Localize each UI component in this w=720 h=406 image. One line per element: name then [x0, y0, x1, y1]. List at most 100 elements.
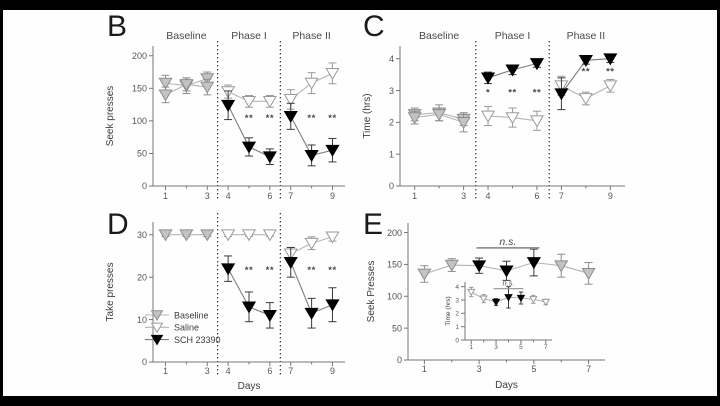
series-sch: [480, 58, 545, 85]
svg-text:2: 2: [389, 118, 394, 128]
panel-c-chart: Baseline Phase I Phase II 0 1 2 3 4 1 3 4 6 7 9 Time (…: [362, 30, 625, 201]
chart-group: 0 10 20 30 1 3 4 6 7 9 Take presses Days ** ** ** ** Bas…: [105, 213, 345, 392]
svg-text:9: 9: [330, 366, 335, 376]
svg-text:4: 4: [226, 366, 231, 376]
svg-text:20: 20: [137, 272, 147, 282]
svg-text:6: 6: [267, 366, 272, 376]
chart-group: Baseline Phase I Phase II 0 1 2 3 4 1 3 4 6 7 9 Time (…: [362, 30, 625, 201]
panel-b-chart: Baseline Phase I Phase II 0 50 100 150 200 1 3 4 6 7…: [105, 30, 345, 201]
significance-marker: **: [582, 67, 590, 78]
ns-label: n.s.: [499, 236, 516, 248]
series-saline: [221, 229, 277, 242]
svg-text:200: 200: [387, 228, 402, 238]
svg-text:3: 3: [205, 366, 210, 376]
significance-marker: **: [307, 265, 315, 276]
significance-marker: **: [328, 113, 336, 124]
svg-text:5: 5: [519, 344, 523, 351]
svg-text:0: 0: [142, 357, 147, 367]
svg-text:100: 100: [387, 292, 402, 302]
significance-marker: **: [266, 113, 274, 124]
y-axis-label: Seek Presses: [366, 261, 377, 323]
significance-marker: **: [266, 265, 274, 276]
svg-text:9: 9: [608, 191, 613, 201]
svg-text:0: 0: [142, 181, 147, 191]
y-axis-label: Seek presses: [105, 86, 116, 147]
svg-text:5: 5: [531, 364, 536, 374]
significance-marker: **: [328, 265, 336, 276]
svg-text:3: 3: [389, 86, 394, 96]
svg-text:1: 1: [469, 344, 473, 351]
svg-text:0: 0: [455, 337, 459, 344]
svg-text:6: 6: [267, 191, 272, 201]
section-label: Phase II: [292, 30, 331, 42]
svg-text:50: 50: [137, 149, 147, 159]
panel-c-letter: C: [363, 10, 385, 43]
section-label: Baseline: [419, 30, 459, 42]
series-saline: [283, 62, 340, 110]
significance-marker: **: [245, 265, 253, 276]
svg-text:3: 3: [205, 191, 210, 201]
y-axis-label: Take presses: [105, 263, 116, 322]
ns-label: n.s.: [502, 279, 514, 288]
series-mixed: [466, 286, 551, 309]
svg-text:50: 50: [392, 323, 402, 333]
svg-text:1: 1: [163, 191, 168, 201]
series-saline: [221, 84, 277, 109]
series-baseline: [158, 77, 215, 104]
section-label: Phase I: [495, 30, 531, 42]
svg-text:7: 7: [586, 364, 591, 374]
svg-text:200: 200: [132, 51, 147, 61]
panel-d-chart: 0 10 20 30 1 3 4 6 7 9 Take presses Days ** ** ** ** Bas…: [105, 213, 345, 392]
series-mixed: [417, 248, 596, 285]
svg-text:4: 4: [226, 191, 231, 201]
svg-text:1: 1: [389, 149, 394, 159]
legend-label: SCH 23390: [174, 335, 221, 345]
svg-text:3: 3: [477, 364, 482, 374]
significance-marker: **: [245, 113, 253, 124]
series-saline: [480, 105, 545, 131]
x-axis-label: Days: [495, 380, 518, 391]
svg-text:100: 100: [132, 116, 147, 126]
svg-text:3: 3: [461, 191, 466, 201]
svg-text:1: 1: [412, 191, 417, 201]
y-axis-label: Time (hrs): [362, 93, 373, 138]
svg-text:7: 7: [288, 191, 293, 201]
svg-text:0: 0: [397, 355, 402, 365]
axes: 0 50 100 150 200 1 3 4 6 7 9: [132, 46, 345, 201]
svg-text:3: 3: [455, 297, 459, 304]
section-label: Phase II: [567, 30, 606, 42]
series-sch: [283, 246, 340, 329]
chart-group: 0 1 2 3 4 1 3 5 7 Time (hrs) n.s.: [445, 279, 552, 351]
series-sch: [554, 53, 618, 111]
svg-text:1: 1: [422, 364, 427, 374]
series-sch: [221, 90, 277, 166]
section-label: Phase I: [231, 30, 267, 42]
axes: 0 1 2 3 4 1 3 4 6 7 9: [389, 46, 625, 201]
significance-marker: **: [508, 87, 516, 98]
figure-canvas: B C D E Baseline Phase I Phase II 0 50 100 150…: [3, 10, 717, 396]
panel-d-letter: D: [107, 208, 129, 241]
svg-text:150: 150: [387, 260, 402, 270]
svg-text:4: 4: [486, 191, 491, 201]
significance-marker: **: [606, 67, 614, 78]
svg-text:7: 7: [288, 366, 293, 376]
x-axis-label: Days: [238, 381, 261, 392]
chart-group: Baseline Phase I Phase II 0 50 100 150 200 1 3 4 6 7…: [105, 30, 345, 201]
svg-text:4: 4: [455, 284, 459, 291]
panel-b-letter: B: [107, 10, 128, 43]
significance-marker: **: [307, 113, 315, 124]
axes: 0 1 2 3 4 1 3 5 7: [455, 282, 552, 351]
legend: Baseline Saline SCH 23390: [145, 310, 221, 346]
svg-text:150: 150: [132, 84, 147, 94]
series-sch: [283, 102, 340, 167]
panel-e-chart: 0 50 100 150 200 1 3 5 7 Seek Presses Days n.s. 0 1 2 3…: [366, 223, 605, 391]
svg-text:1: 1: [455, 324, 459, 331]
svg-text:0: 0: [389, 181, 394, 191]
svg-text:10: 10: [137, 315, 147, 325]
svg-text:7: 7: [559, 191, 564, 201]
legend-label: Baseline: [174, 310, 209, 320]
significance-marker: *: [486, 87, 490, 98]
